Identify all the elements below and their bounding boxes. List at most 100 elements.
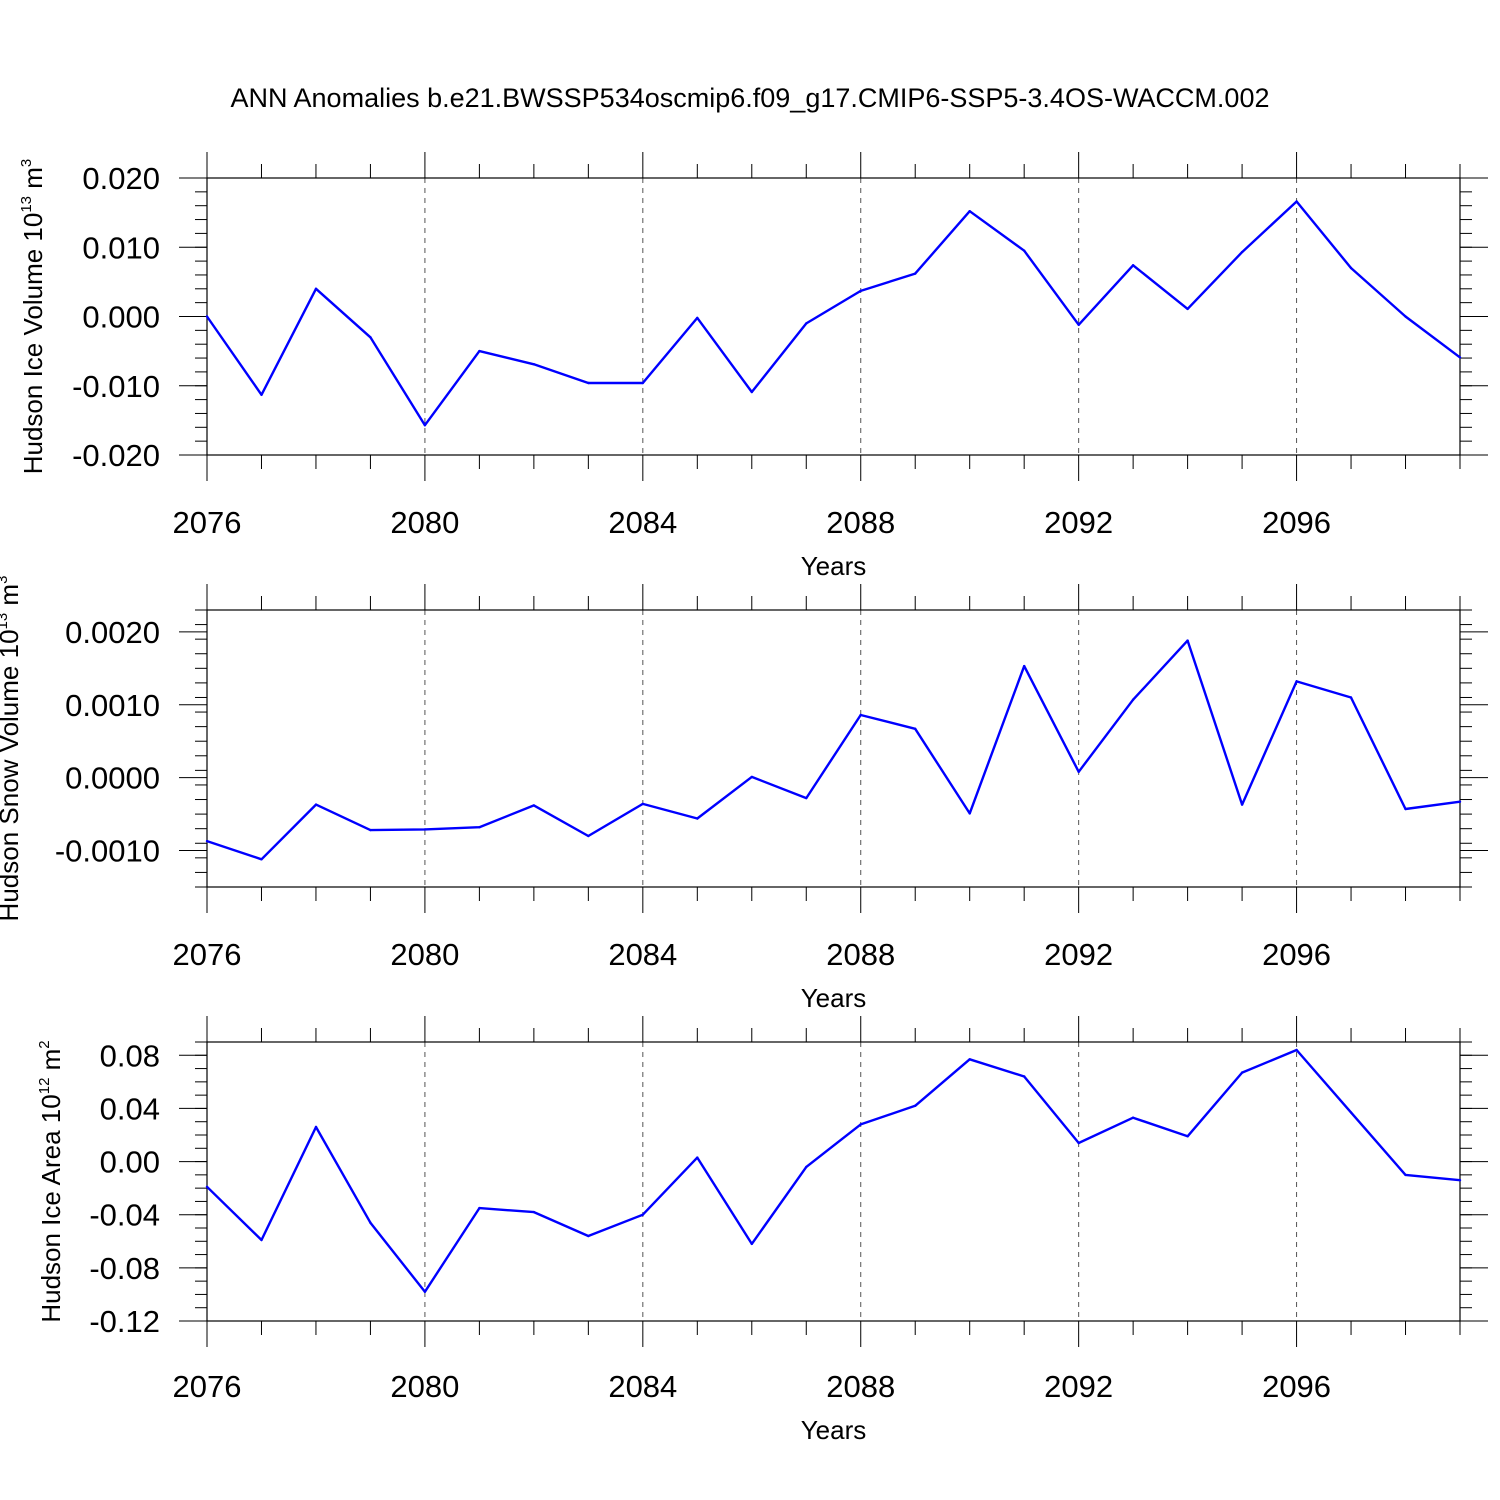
data-point <box>260 393 263 396</box>
data-point <box>1404 315 1407 318</box>
x-tick-label: 2092 <box>1044 1369 1113 1404</box>
data-point <box>859 1123 862 1126</box>
x-tick-label: 2084 <box>608 1369 677 1404</box>
chart-title: ANN Anomalies b.e21.BWSSP534oscmip6.f09_… <box>231 83 1270 113</box>
data-point <box>805 796 808 800</box>
y-tick-label: 0.00 <box>100 1145 160 1180</box>
x-tick-label: 2092 <box>1044 937 1113 972</box>
x-tick-label: 2096 <box>1262 1369 1331 1404</box>
data-point <box>478 1206 481 1210</box>
plot-frame <box>206 1041 1461 1322</box>
data-point <box>1295 200 1298 203</box>
data-point <box>1077 1141 1080 1145</box>
data-point <box>587 834 590 838</box>
data-point <box>914 272 917 275</box>
y-tick-label: 0.0020 <box>65 615 160 650</box>
y-tick-label: 0.010 <box>82 230 160 265</box>
data-point <box>587 1234 590 1238</box>
data-point <box>1186 1135 1189 1138</box>
data-point <box>805 322 808 325</box>
data-point <box>696 817 699 820</box>
data-point <box>750 390 753 394</box>
data-point <box>696 316 699 320</box>
data-point <box>1349 1111 1353 1114</box>
y-tick-label: 0.0000 <box>65 761 160 796</box>
data-point <box>750 1242 753 1246</box>
data-point <box>205 839 209 843</box>
data-point <box>369 336 372 339</box>
x-tick-label: 2080 <box>390 1369 459 1404</box>
x-tick-label: 2076 <box>173 1369 242 1404</box>
data-point <box>314 803 318 806</box>
y-tick-label: 0.020 <box>82 161 160 196</box>
data-point <box>805 1165 808 1169</box>
x-tick-label: 2084 <box>608 937 677 972</box>
y-tick-label: -0.12 <box>89 1304 160 1339</box>
data-point <box>1131 698 1135 701</box>
data-point <box>423 424 427 427</box>
data-point <box>1077 770 1080 773</box>
data-point <box>1458 1179 1462 1182</box>
data-point <box>423 828 427 831</box>
panel-2: 2076 2080 2084 2088 2092 2096 -0.0010 0.0000 0.0… <box>0 576 1488 1013</box>
x-tick-label: 2076 <box>173 505 242 540</box>
panel-1: 2076 2080 2084 2088 2092 2096 -0.020 -0.010 0.00… <box>18 152 1488 581</box>
data-point <box>1458 356 1462 359</box>
data-point <box>1022 1075 1026 1078</box>
y-tick-label: 0.0010 <box>65 688 160 723</box>
data-point <box>532 804 536 807</box>
y-tick-label: 0.04 <box>100 1091 160 1126</box>
plot-frame <box>206 177 1461 456</box>
data-point <box>369 828 372 832</box>
y-tick-label: -0.010 <box>72 369 160 404</box>
y-axis-label: Hudson Ice Volume 1013 m3 <box>18 159 48 475</box>
data-point <box>1131 1116 1135 1119</box>
data-point <box>478 826 481 829</box>
x-tick-label: 2080 <box>390 505 459 540</box>
data-point <box>478 349 481 353</box>
y-axis-label: Hudson Ice Area 1012 m2 <box>36 1040 66 1322</box>
data-point <box>641 1213 644 1216</box>
x-tick-label: 2076 <box>173 937 242 972</box>
plot-frame <box>206 609 1461 888</box>
data-point <box>968 1058 971 1061</box>
x-tick-label: 2080 <box>390 937 459 972</box>
data-point <box>750 775 753 779</box>
data-point <box>1186 639 1189 642</box>
data-point <box>1295 1048 1298 1052</box>
y-axis-label: Hudson Snow Volume 1013 m3 <box>0 576 24 922</box>
y-tick-label: -0.0010 <box>55 834 160 869</box>
x-tick-label: 2084 <box>608 505 677 540</box>
data-point <box>914 1104 917 1108</box>
data-point <box>1295 680 1298 683</box>
series-line <box>206 639 1461 861</box>
data-point <box>532 1210 536 1214</box>
series-line <box>206 200 1461 427</box>
data-point <box>205 315 209 318</box>
data-point <box>532 363 536 366</box>
data-point <box>314 1125 318 1129</box>
series-line <box>206 1048 1461 1293</box>
data-point <box>859 713 862 717</box>
x-tick-label: 2088 <box>826 505 895 540</box>
x-tick-label: 2092 <box>1044 505 1113 540</box>
y-tick-label: -0.08 <box>89 1251 160 1286</box>
data-point <box>1458 800 1462 803</box>
data-point <box>369 1221 372 1224</box>
x-tick-label: 2088 <box>826 1369 895 1404</box>
panels: 2076 2080 2084 2088 2092 2096 -0.020 -0.010 0.00… <box>0 152 1488 1445</box>
data-point <box>423 1290 427 1294</box>
data-point <box>1349 696 1353 699</box>
data-point <box>1240 1071 1244 1074</box>
data-point <box>260 858 263 861</box>
x-axis-label: Years <box>801 983 867 1013</box>
panel-3: 2076 2080 2084 2088 2092 2096 -0.12 -0.08 -0.04 0… <box>36 1016 1488 1445</box>
data-point <box>1404 807 1407 811</box>
data-point <box>587 381 590 385</box>
data-point <box>641 802 644 806</box>
data-point <box>205 1185 209 1189</box>
data-point <box>1404 1173 1407 1177</box>
data-point <box>260 1238 263 1242</box>
y-tick-label: -0.020 <box>72 438 160 473</box>
